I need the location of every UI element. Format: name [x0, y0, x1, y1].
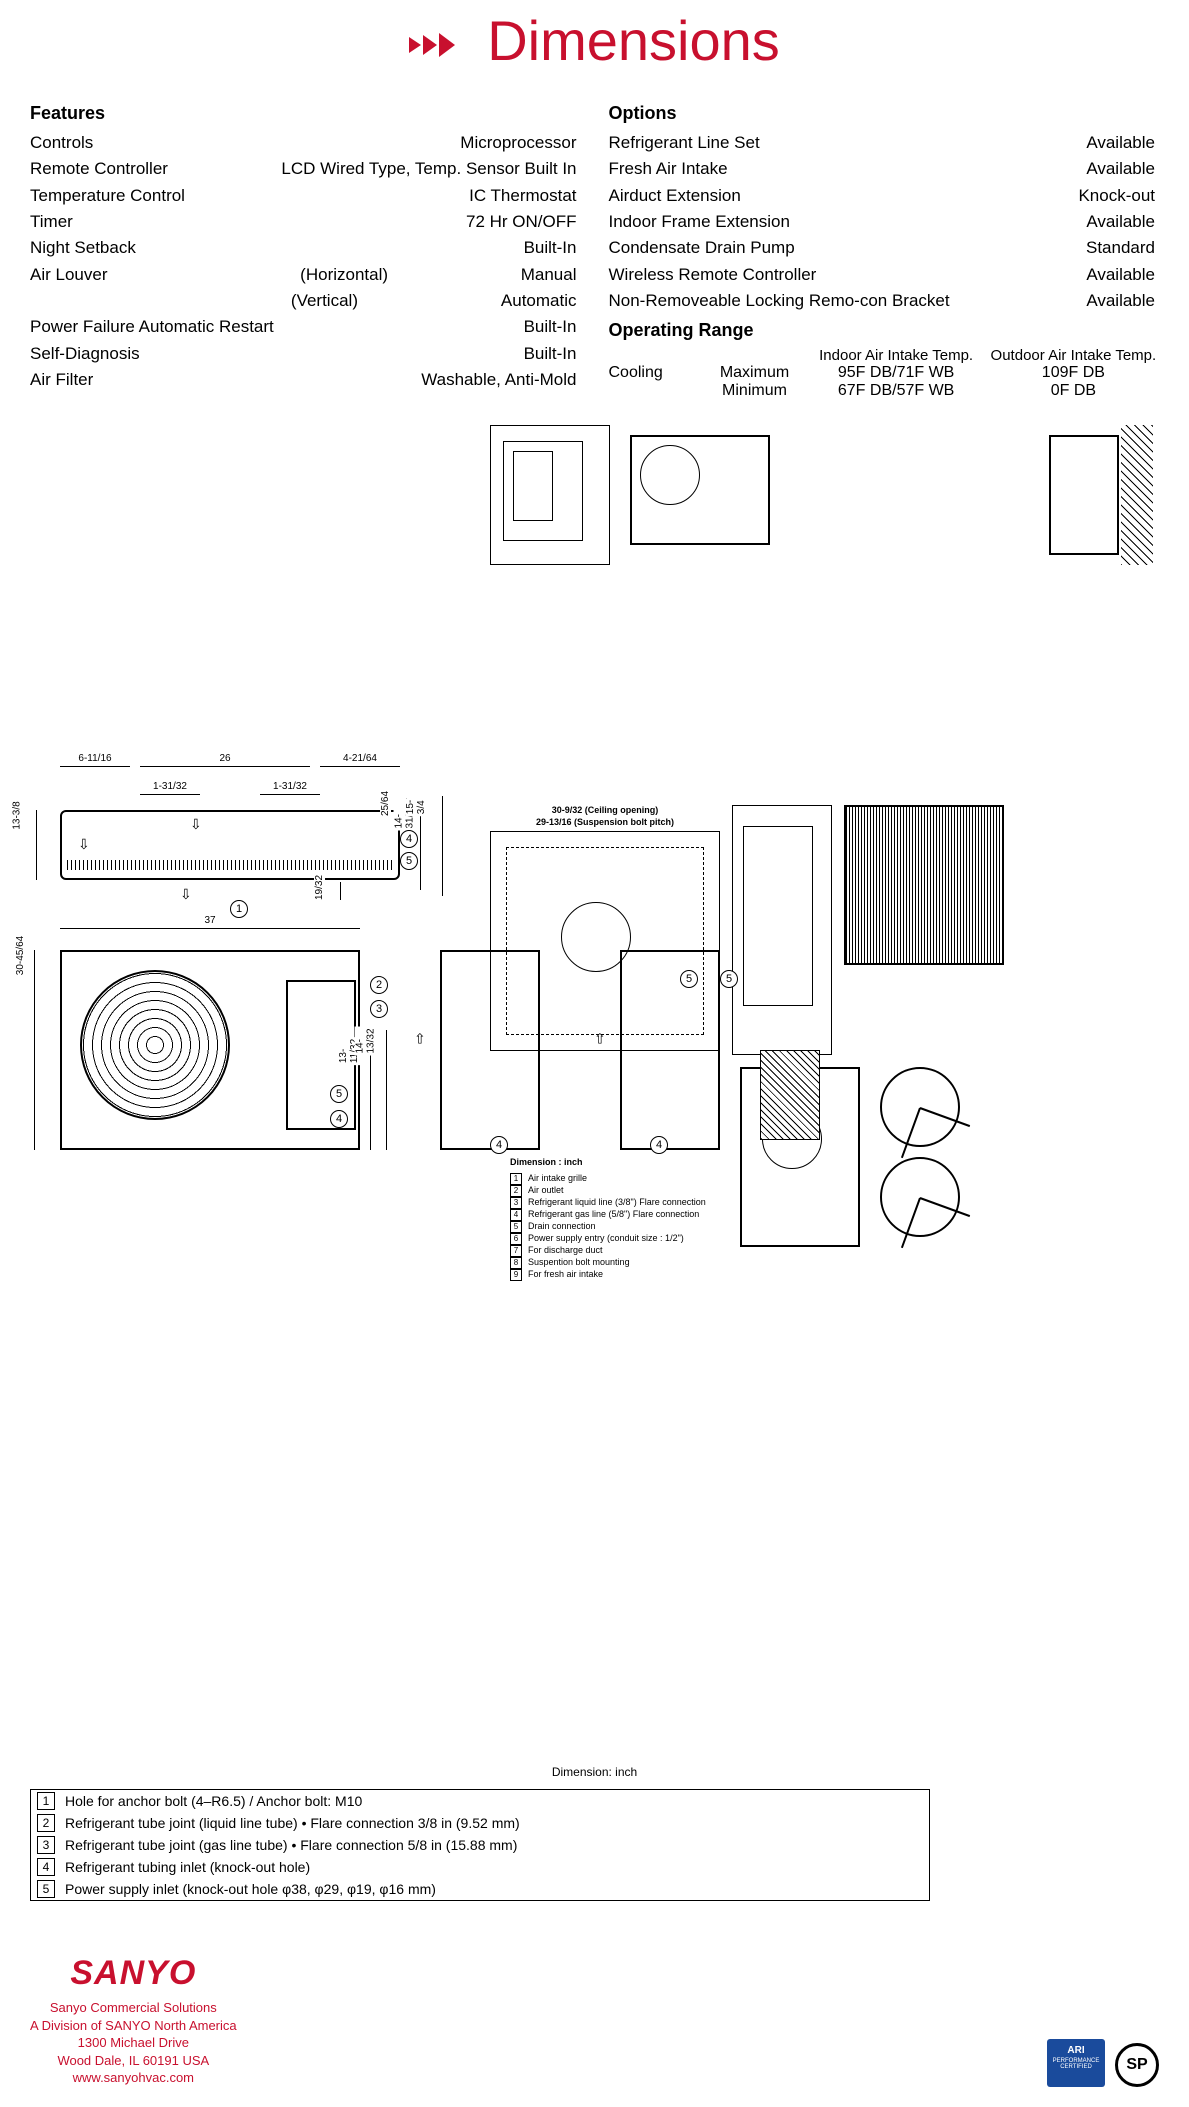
- legend-item: 2Air outlet: [510, 1185, 720, 1197]
- feature-row: Night SetbackBuilt-In: [30, 235, 581, 261]
- feature-row: Air FilterWashable, Anti-Mold: [30, 367, 581, 393]
- callout-item: 5Power supply inlet (knock-out hole φ38,…: [31, 1878, 929, 1900]
- oprange-header: Operating Range: [609, 320, 1160, 341]
- callout-item: 1Hole for anchor bolt (4–R6.5) / Anchor …: [31, 1790, 929, 1812]
- options-header: Options: [609, 103, 1160, 124]
- feature-row: Power Failure Automatic RestartBuilt-In: [30, 314, 581, 340]
- arrow-icon: ⇦: [591, 1033, 608, 1045]
- callout-1: 1: [230, 900, 248, 918]
- callout-4: 4: [400, 830, 418, 848]
- title-text: Dimensions: [487, 9, 780, 72]
- ari-badge-icon: ARI PERFORMANCE CERTIFIED: [1047, 2039, 1105, 2087]
- air-louver-v: (Vertical) Automatic: [30, 288, 581, 314]
- features-header: Features: [30, 103, 581, 124]
- callout-item: 3Refrigerant tube joint (gas line tube) …: [31, 1834, 929, 1856]
- diagram-indoor-section: [620, 425, 800, 565]
- diagram-outdoor-side-b: ⇦ 5 4 5: [600, 920, 820, 1180]
- footer-company: SANYO Sanyo Commercial Solutions A Divis…: [30, 1951, 237, 2087]
- arrow-icon: ⇩: [190, 816, 202, 833]
- csa-badge-icon: SP: [1115, 2043, 1159, 2087]
- legend-item: 5Drain connection: [510, 1221, 720, 1233]
- features-column: Features ControlsMicroprocessorRemote Co…: [30, 103, 581, 400]
- outdoor-diagram-row: 37 30-45/64 13-11/32 14-13/32 2 3 5 4 ⇦ …: [30, 920, 820, 1180]
- legend-item: 8Suspention bolt mounting: [510, 1257, 720, 1269]
- option-row: Airduct ExtensionKnock-out: [609, 183, 1160, 209]
- callout-4: 4: [490, 1136, 508, 1154]
- feature-row: Remote ControllerLCD Wired Type, Temp. S…: [30, 156, 581, 182]
- callout-5: 5: [720, 970, 738, 988]
- option-row: Non-Removeable Locking Remo-con BracketA…: [609, 288, 1160, 314]
- operating-range-table: Indoor Air Intake Temp. Outdoor Air Inta…: [609, 347, 1160, 400]
- diagram-outdoor-front: 37 30-45/64 13-11/32 14-13/32 2 3 5 4: [30, 920, 390, 1180]
- option-row: Fresh Air IntakeAvailable: [609, 156, 1160, 182]
- legend-item: 4Refrigerant gas line (5/8") Flare conne…: [510, 1209, 720, 1221]
- option-row: Wireless Remote ControllerAvailable: [609, 262, 1160, 288]
- options-column: Options Refrigerant Line SetAvailableFre…: [609, 103, 1160, 400]
- callout-3: 3: [370, 1000, 388, 1018]
- feature-row: Temperature ControlIC Thermostat: [30, 183, 581, 209]
- dimension-inch-label: Dimension: inch: [0, 1765, 1189, 1779]
- callout-list: 1Hole for anchor bolt (4–R6.5) / Anchor …: [30, 1789, 930, 1901]
- legend-item: 9For fresh air intake: [510, 1269, 720, 1281]
- arrows-icon: [409, 33, 469, 57]
- air-louver-h: Air Louver (Horizontal) Manual: [30, 262, 581, 288]
- option-row: Indoor Frame ExtensionAvailable: [609, 209, 1160, 235]
- footer: SANYO Sanyo Commercial Solutions A Divis…: [30, 1951, 1159, 2087]
- sanyo-logo: SANYO: [30, 1951, 237, 1997]
- feature-row: Timer72 Hr ON/OFF: [30, 209, 581, 235]
- callout-2: 2: [370, 976, 388, 994]
- fan-icon: [880, 1157, 960, 1237]
- legend-item: 3Refrigerant liquid line (3/8") Flare co…: [510, 1197, 720, 1209]
- page-title: Dimensions: [0, 0, 1189, 103]
- feature-row: Self-DiagnosisBuilt-In: [30, 341, 581, 367]
- callout-item: 4Refrigerant tubing inlet (knock-out hol…: [31, 1856, 929, 1878]
- callout-4: 4: [650, 1136, 668, 1154]
- fan-icon: [880, 1067, 960, 1147]
- op-col1: Indoor Air Intake Temp.: [811, 347, 982, 364]
- callout-item: 2Refrigerant tube joint (liquid line tub…: [31, 1812, 929, 1834]
- spec-columns: Features ControlsMicroprocessorRemote Co…: [0, 103, 1189, 400]
- arrow-icon: ⇩: [78, 836, 90, 853]
- upper-diagram-cluster: [490, 425, 1159, 795]
- callout-5: 5: [400, 852, 418, 870]
- footer-badges: ARI PERFORMANCE CERTIFIED SP: [1047, 2039, 1159, 2087]
- option-row: Refrigerant Line SetAvailable: [609, 130, 1160, 156]
- diagram-wall-mount: [1049, 425, 1159, 575]
- diagram-area: 30-9/32 (Ceiling opening) 29-13/16 (Susp…: [30, 425, 1159, 1281]
- op-col2: Outdoor Air Intake Temp.: [988, 347, 1159, 364]
- feature-row: ControlsMicroprocessor: [30, 130, 581, 156]
- legend-item: 7For discharge duct: [510, 1245, 720, 1257]
- diagram-indoor-front: 6-11/16 26 4-21/64 1-31/32 1-31/32 ⇩ ⇩ ⇩…: [30, 760, 460, 910]
- op-mode: Cooling: [609, 364, 699, 382]
- arrow-icon: ⇩: [180, 886, 192, 903]
- diagram-indoor-side: [490, 425, 610, 565]
- legend-item: 6Power supply entry (conduit size : 1/2"…: [510, 1233, 720, 1245]
- diagram-outdoor-side-a: ⇦ 4: [420, 920, 570, 1180]
- arrow-icon: ⇦: [411, 1033, 428, 1045]
- diagram-outdoor-top: [844, 805, 1004, 965]
- option-row: Condensate Drain PumpStandard: [609, 235, 1160, 261]
